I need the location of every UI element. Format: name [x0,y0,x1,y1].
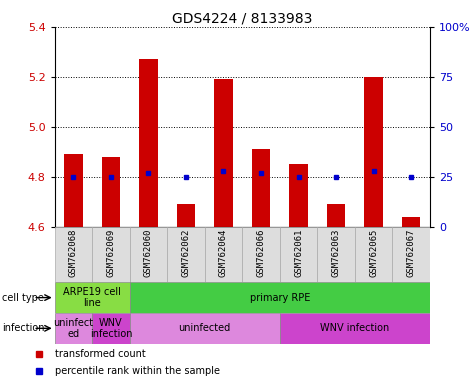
Text: primary RPE: primary RPE [249,293,310,303]
Bar [317,227,355,282]
Bar [242,227,280,282]
Bar [64,154,83,227]
Text: GSM762069: GSM762069 [106,228,115,276]
Bar [327,204,345,227]
Bar [177,204,195,227]
Bar [252,149,270,227]
Text: WNV infection: WNV infection [320,323,390,333]
Bar [167,227,205,282]
Bar [92,313,130,344]
Bar [130,227,167,282]
Text: cell type: cell type [2,293,44,303]
Text: GSM762062: GSM762062 [181,228,190,276]
Bar [102,157,120,227]
Text: GSM762063: GSM762063 [332,228,341,276]
Bar [392,227,430,282]
Bar [355,227,392,282]
Bar [280,227,317,282]
Text: infection: infection [2,323,45,333]
Bar [139,60,158,227]
Text: WNV
infection: WNV infection [90,318,132,339]
Text: GSM762065: GSM762065 [369,228,378,276]
Bar [130,282,430,313]
Text: percentile rank within the sample: percentile rank within the sample [55,366,220,376]
Text: uninfect
ed: uninfect ed [53,318,94,339]
Title: GDS4224 / 8133983: GDS4224 / 8133983 [172,12,313,26]
Bar [289,164,308,227]
Text: GSM762066: GSM762066 [256,228,266,276]
Bar [55,282,130,313]
Bar [402,217,420,227]
Bar [280,313,430,344]
Text: GSM762064: GSM762064 [219,228,228,276]
Text: ARPE19 cell
line: ARPE19 cell line [63,287,121,308]
Bar [130,313,280,344]
Bar [364,77,383,227]
Bar [92,227,130,282]
Text: GSM762068: GSM762068 [69,228,78,276]
Text: GSM762067: GSM762067 [407,228,416,276]
Text: transformed count: transformed count [55,349,145,359]
Bar [55,313,92,344]
Bar [205,227,242,282]
Text: GSM762060: GSM762060 [144,228,153,276]
Bar [214,79,233,227]
Text: uninfected: uninfected [179,323,231,333]
Bar [55,227,92,282]
Text: GSM762061: GSM762061 [294,228,303,276]
